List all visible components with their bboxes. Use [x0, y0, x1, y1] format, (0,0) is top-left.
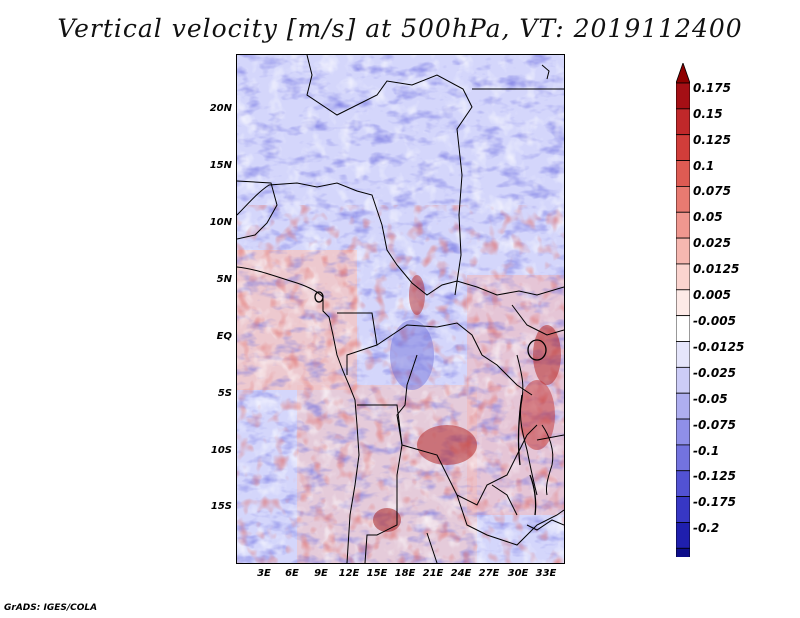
lon-tick-label: 6E: [285, 568, 299, 579]
lat-tick-label: 5N: [216, 274, 232, 285]
colorbar-label: -0.05: [693, 392, 728, 406]
colorbar-cell: [676, 108, 690, 136]
colorbar-cell: [676, 160, 690, 187]
lat-tick-label: 20N: [209, 103, 232, 114]
credit-text: GrADS: IGES/COLA: [4, 603, 98, 613]
field-patch: [409, 275, 425, 315]
lon-tick-label: 30E: [507, 568, 529, 579]
colorbar-label: 0.125: [693, 133, 731, 147]
lat-tick-label: 10N: [209, 217, 232, 228]
colorbar-cell: [676, 315, 690, 342]
colorbar-cell: [676, 82, 690, 110]
lon-tick-label: 21E: [422, 568, 444, 579]
colorbar-label: -0.0125: [693, 340, 745, 354]
lon-tick-label: 3E: [257, 568, 271, 579]
country-borders: [237, 55, 564, 563]
lon-tick-label: 9E: [314, 568, 328, 579]
colorbar-cell: [676, 211, 690, 239]
colorbar: [676, 63, 690, 557]
colorbar-cell: [676, 444, 690, 472]
colorbar-cell: [676, 134, 690, 161]
colorbar-label: 0.075: [693, 184, 731, 198]
colorbar-label: -0.2: [693, 521, 720, 535]
lon-tick-label: 33E: [535, 568, 557, 579]
velocity-field: [237, 55, 564, 563]
colorbar-label: -0.175: [693, 495, 736, 509]
field-patch: [417, 425, 477, 465]
colorbar-label: 0.1: [693, 159, 715, 173]
colorbar-label: -0.1: [693, 444, 720, 458]
lat-tick-label: 15S: [210, 501, 232, 512]
map-plot-area: [236, 54, 565, 564]
colorbar-label: 0.175: [693, 81, 731, 95]
colorbar-cell: [676, 289, 690, 317]
lon-tick-label: 18E: [394, 568, 416, 579]
map-title: Vertical velocity [m/s] at 500hPa, VT: 2…: [57, 14, 743, 43]
colorbar-label: -0.125: [693, 469, 736, 483]
lon-tick-label: 15E: [366, 568, 388, 579]
colorbar-cell: [676, 496, 690, 523]
colorbar-label: 0.05: [693, 210, 723, 224]
colorbar-label: -0.025: [693, 366, 736, 380]
colorbar-label: 0.005: [693, 288, 731, 302]
lat-tick-label: 15N: [209, 160, 232, 171]
colorbar-cell: [676, 547, 690, 557]
colorbar-label: -0.075: [693, 418, 736, 432]
lon-tick-label: 12E: [338, 568, 360, 579]
colorbar-label: 0.15: [693, 107, 723, 121]
lake-outlines: [314, 291, 547, 516]
colorbar-cell: [676, 366, 690, 394]
colorbar-cell: [676, 392, 690, 420]
colorbar-cell: [676, 470, 690, 498]
lon-tick-label: 27E: [478, 568, 500, 579]
lat-tick-label: 5S: [217, 388, 232, 399]
colorbar-cell: [676, 237, 690, 265]
colorbar-cell: [676, 522, 690, 549]
colorbar-label: 0.025: [693, 236, 731, 250]
lon-tick-label: 24E: [450, 568, 472, 579]
colorbar-cell: [676, 341, 690, 368]
lat-tick-label: 10S: [210, 445, 232, 456]
colorbar-cell: [676, 263, 690, 291]
colorbar-label: -0.005: [693, 314, 736, 328]
lat-tick-label: EQ: [216, 331, 232, 342]
colorbar-top-triangle: [676, 63, 690, 84]
colorbar-label: 0.0125: [693, 262, 740, 276]
colorbar-cell: [676, 418, 690, 446]
colorbar-cell: [676, 186, 690, 213]
field-patch: [533, 325, 561, 385]
field-patch: [390, 320, 434, 390]
